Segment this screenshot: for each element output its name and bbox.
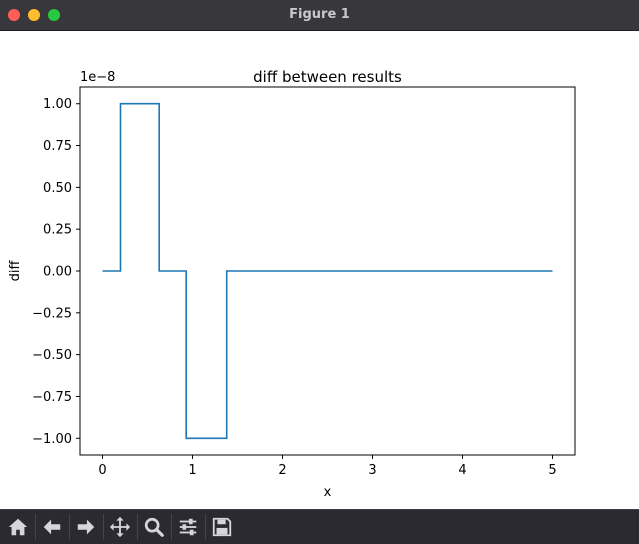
x-tick-label: 5: [548, 463, 556, 478]
minimize-window-button[interactable]: [28, 9, 40, 21]
home-button[interactable]: [2, 512, 34, 542]
configure-subplots-button[interactable]: [172, 512, 204, 542]
toolbar-divider: [35, 514, 36, 540]
y-tick-label: 0.00: [43, 265, 72, 280]
x-tick-label: 4: [458, 463, 466, 478]
back-icon: [43, 519, 61, 535]
back-button[interactable]: [36, 512, 68, 542]
y-tick-label: 0.50: [43, 181, 72, 196]
y-axis-offset-label: 1e−8: [80, 70, 115, 85]
save-button[interactable]: [206, 512, 238, 542]
x-tick-label: 0: [98, 463, 106, 478]
save-icon: [212, 517, 232, 537]
zoom-icon: [144, 517, 164, 537]
y-tick-label: 1.00: [43, 97, 72, 112]
maximize-window-button[interactable]: [48, 9, 60, 21]
toolbar-divider: [69, 514, 70, 540]
y-tick-label: 0.75: [43, 139, 72, 154]
x-axis-label: x: [324, 485, 332, 500]
window-title: Figure 1: [289, 7, 350, 22]
x-tick-label: 3: [368, 463, 376, 478]
series-line: [102, 102, 553, 440]
x-tick-label: 2: [278, 463, 286, 478]
y-tick-label: −0.25: [32, 306, 72, 321]
window-titlebar: Figure 1: [0, 0, 639, 31]
pan-icon: [109, 516, 131, 538]
figure-canvas: 0 1 2 3 4 5 1.00 0.75 0.50 0.25 0.00 −0.25 −0.50 −0.7…: [0, 31, 639, 509]
configure-subplots-icon: [179, 518, 197, 536]
chart-title: diff between results: [253, 68, 402, 86]
y-axis-label: diff: [8, 260, 23, 282]
y-tick-label: −1.00: [32, 432, 72, 447]
zoom-button[interactable]: [138, 512, 170, 542]
toolbar-divider: [205, 514, 206, 540]
line-chart: 0 1 2 3 4 5 1.00 0.75 0.50 0.25 0.00 −0.25 −0.50 −0.7…: [8, 68, 576, 500]
x-tick-label: 1: [188, 463, 196, 478]
forward-icon: [77, 519, 95, 535]
figure-toolbar: [0, 509, 639, 544]
y-tick-label: −0.75: [32, 390, 72, 405]
toolbar-divider: [103, 514, 104, 540]
close-window-button[interactable]: [8, 9, 20, 21]
pan-button[interactable]: [104, 512, 136, 542]
home-icon: [8, 518, 28, 536]
toolbar-divider: [171, 514, 172, 540]
y-tick-label: 0.25: [43, 223, 72, 238]
y-tick-label: −0.50: [32, 348, 72, 363]
toolbar-divider: [137, 514, 138, 540]
forward-button[interactable]: [70, 512, 102, 542]
